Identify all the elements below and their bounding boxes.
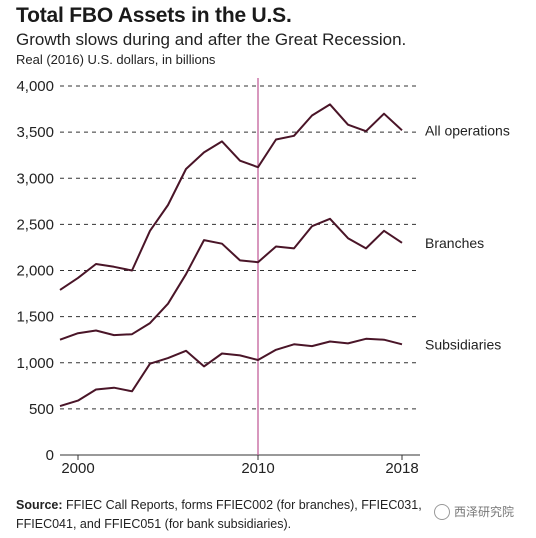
series-line — [59, 337, 403, 408]
watermark-text: 西泽研究院 — [454, 505, 515, 519]
x-tick-label: 2018 — [385, 460, 418, 477]
series-label: Branches — [425, 235, 484, 251]
series-label: Subsidiaries — [425, 336, 501, 352]
y-tick-label: 3,000 — [16, 170, 54, 187]
axis-layer: 0 500 1,000 1,500 2,000 2,500 3,000 3,500 4,000 2… — [16, 78, 420, 477]
y-tick-label: 4,000 — [16, 78, 54, 95]
grid-layer — [60, 85, 420, 410]
series-line — [59, 103, 403, 291]
line-layer — [59, 103, 403, 408]
unit-label: Real (2016) U.S. dollars, in billions — [16, 52, 216, 67]
y-tick-label: 1,000 — [16, 355, 54, 372]
chart-subtitle: Growth slows during and after the Great … — [16, 30, 407, 49]
y-tick-label: 3,500 — [16, 124, 54, 141]
source-text: FFIEC Call Reports, forms FFIEC002 (for … — [16, 498, 422, 531]
y-tick-label: 2,000 — [16, 263, 54, 280]
y-tick-label: 1,500 — [16, 309, 54, 326]
label-layer: All operations Branches Subsidiaries — [425, 122, 510, 352]
y-tick-label: 500 — [29, 401, 54, 418]
x-tick-label: 2000 — [61, 460, 94, 477]
watermark: 西泽研究院 — [434, 503, 514, 520]
series-label: All operations — [425, 122, 510, 138]
source-note: Source: FFIEC Call Reports, forms FFIEC0… — [16, 496, 436, 534]
series-line — [59, 217, 403, 341]
wechat-icon — [434, 503, 450, 520]
x-tick-label: 2010 — [241, 460, 274, 477]
y-tick-label: 2,500 — [16, 216, 54, 233]
line-chart: 0 500 1,000 1,500 2,000 2,500 3,000 3,500 4,000 2… — [16, 78, 510, 477]
source-label: Source: — [16, 498, 63, 512]
y-tick-label: 0 — [46, 447, 54, 464]
chart-title: Total FBO Assets in the U.S. — [16, 4, 292, 27]
